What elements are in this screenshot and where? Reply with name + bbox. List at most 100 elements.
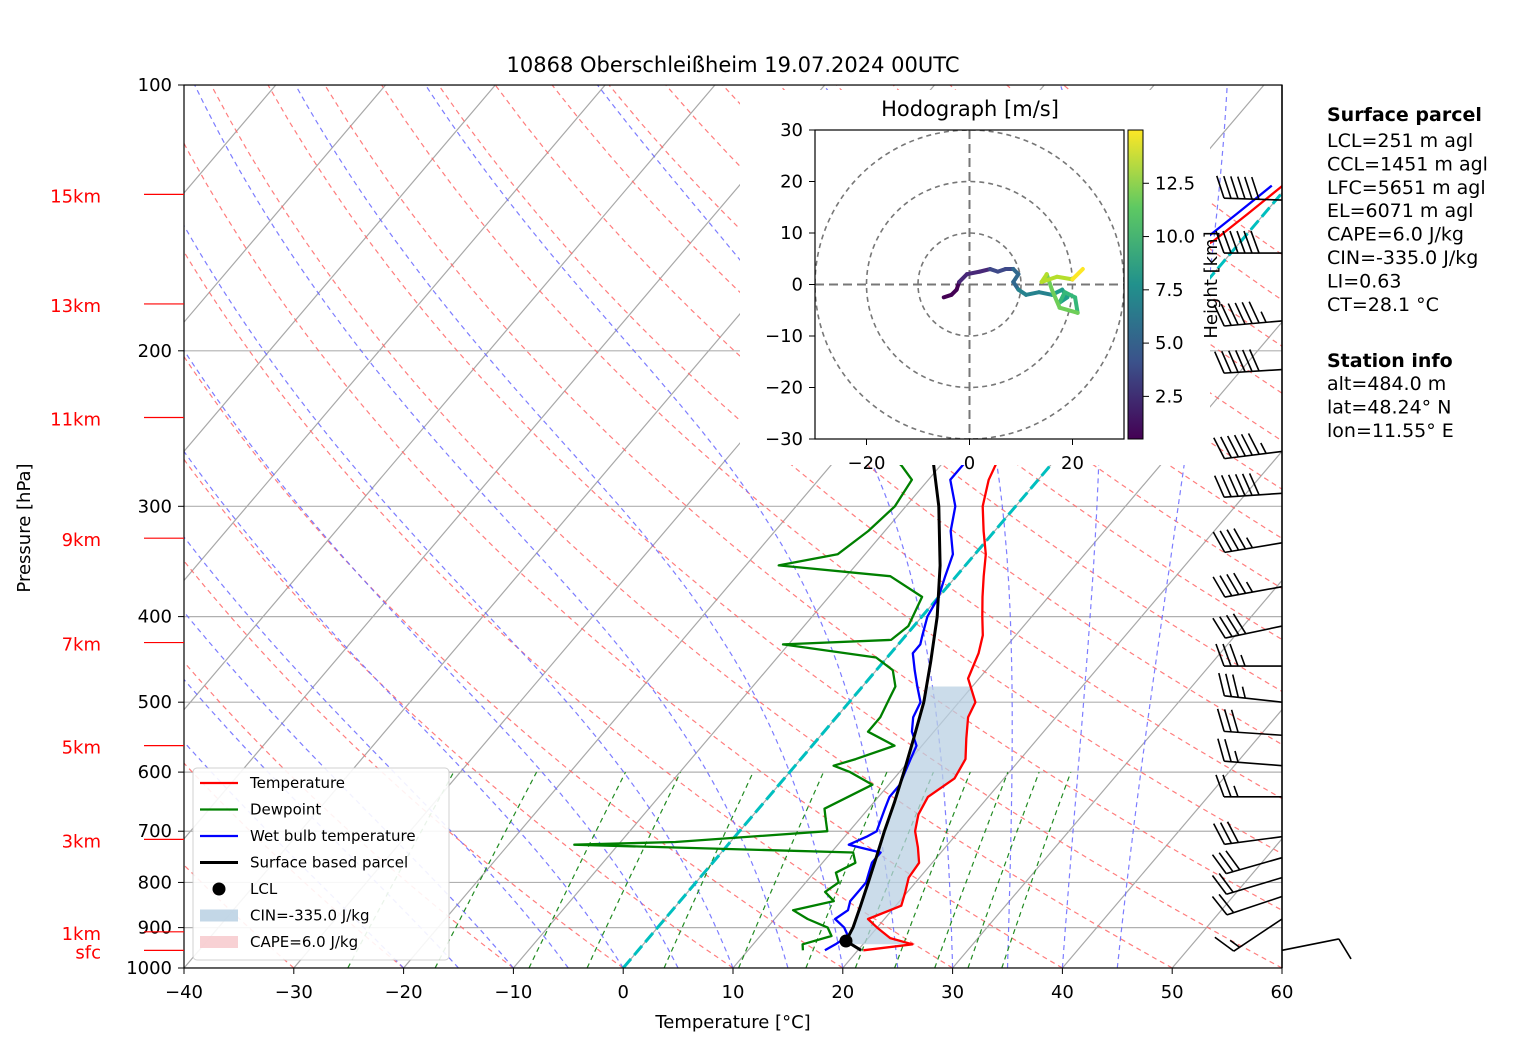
station-info-title: Station info — [1327, 350, 1453, 372]
barb-flag — [1226, 435, 1240, 458]
barb-flag — [1233, 572, 1247, 594]
hodograph-y-tick-label: −20 — [765, 378, 803, 399]
barb-flag — [1227, 474, 1239, 497]
hodograph-segment — [1039, 274, 1060, 284]
barb-flag — [1218, 893, 1235, 914]
hodograph-y-tick-label: 10 — [780, 223, 803, 244]
hodograph-segment — [1073, 295, 1080, 315]
wind-barb — [1214, 349, 1283, 374]
x-tick-label: −20 — [385, 982, 423, 1003]
wind-barb — [1212, 572, 1283, 598]
legend-box — [192, 767, 450, 961]
mixing-ratio-line — [1001, 771, 1072, 968]
x-tick-label: 40 — [1051, 982, 1074, 1003]
barb-flag — [1233, 528, 1247, 550]
dry-adiabat — [267, 85, 1282, 968]
hodograph-segment — [1049, 287, 1062, 310]
barb-flag — [1219, 530, 1233, 552]
wind-barb — [1212, 613, 1283, 639]
dry-adiabat — [835, 85, 1282, 442]
x-tick-label: −30 — [275, 982, 313, 1003]
y-tick-label: 600 — [138, 762, 172, 783]
barb-half-flag — [1260, 311, 1267, 323]
dry-adiabat — [184, 250, 953, 968]
surface-parcel-title: Surface parcel — [1327, 104, 1482, 126]
barb-staff — [1224, 835, 1283, 846]
legend-label: CAPE=6.0 J/kg — [250, 933, 358, 951]
barb-flag — [1234, 302, 1246, 325]
mixing-ratio-line — [805, 771, 888, 968]
barb-flag — [1338, 938, 1352, 960]
barb-flag — [1224, 738, 1232, 762]
barb-staff — [1233, 918, 1283, 952]
height-label: 11km — [50, 410, 101, 431]
barb-staff — [1224, 320, 1283, 327]
wind-barb — [1216, 708, 1283, 737]
barb-flag — [1225, 673, 1233, 697]
barb-flag — [1225, 614, 1240, 636]
barb-staff — [1224, 694, 1283, 703]
barb-flag — [1217, 738, 1225, 762]
barb-flag — [1233, 434, 1246, 457]
moist-adiabat — [194, 85, 789, 968]
wind-barb — [1218, 672, 1283, 703]
station-info-value: lat=48.24° N — [1327, 396, 1451, 418]
barb-flag — [1236, 176, 1246, 200]
mixing-ratio-line — [967, 771, 1040, 968]
barb-flag — [1212, 576, 1226, 598]
barb-flag — [1222, 643, 1232, 667]
x-tick-label: 60 — [1271, 982, 1294, 1003]
height-label: 7km — [62, 635, 101, 656]
wind-barb — [1217, 738, 1283, 767]
barb-flag — [1247, 433, 1260, 455]
barb-flag — [1229, 230, 1239, 254]
hodograph-segment — [964, 269, 982, 277]
zero-isotherm — [622, 190, 1282, 968]
wind-barb — [1213, 433, 1283, 460]
hodograph-ring — [917, 232, 1022, 337]
barb-flag — [1248, 301, 1260, 324]
barb-half-flag — [1234, 750, 1239, 763]
y-tick-label: 500 — [138, 692, 172, 713]
barb-flag — [1222, 774, 1232, 798]
isotherm-line — [842, 450, 1282, 968]
dry-adiabat — [184, 458, 734, 968]
isotherm-line — [184, 85, 606, 582]
barb-flag — [1229, 643, 1239, 667]
dry-adiabat — [184, 142, 1063, 968]
barb-staff — [1226, 856, 1283, 875]
barb-flag — [1216, 708, 1225, 732]
barb-flag — [1227, 303, 1239, 326]
x-tick-label: 30 — [941, 982, 964, 1003]
wind-barb — [1215, 774, 1282, 798]
barb-flag — [1220, 436, 1233, 459]
barb-flag — [1222, 230, 1232, 254]
barb-flag — [1214, 351, 1225, 374]
barb-flag — [1236, 230, 1246, 254]
y-tick-label: 200 — [138, 341, 172, 362]
surface-parcel-value: LFC=5651 m agl — [1327, 177, 1486, 199]
moist-adiabat — [184, 450, 624, 968]
barb-flag — [1243, 176, 1253, 200]
moist-adiabat — [184, 536, 569, 968]
barb-half-flag — [1233, 785, 1239, 798]
dry-adiabat — [184, 560, 624, 968]
barb-flag — [1220, 303, 1232, 326]
legend-label: Temperature — [249, 774, 345, 792]
barb-flag — [1215, 643, 1225, 667]
hodograph-y-tick-label: −30 — [765, 429, 803, 450]
surface-parcel-value: CIN=-335.0 J/kg — [1327, 247, 1478, 269]
barb-flag — [1215, 774, 1225, 798]
hodograph-y-tick-label: 0 — [792, 275, 803, 296]
barb-flag — [1226, 821, 1240, 843]
surface-parcel-value: LCL=251 m agl — [1327, 130, 1473, 152]
barb-flag — [1212, 531, 1226, 553]
height-label: 13km — [50, 296, 101, 317]
axes: −40 −30 −20 −10 0 10 20 30 40 50 60100200300400500… — [50, 75, 1293, 1003]
x-tick-label: −40 — [165, 982, 203, 1003]
dry-adiabat — [324, 85, 1282, 911]
mixing-ratio-line — [934, 771, 1009, 968]
x-tick-label: 10 — [722, 982, 745, 1003]
legend-area-swatch — [200, 909, 238, 922]
barb-flag — [1219, 822, 1233, 844]
